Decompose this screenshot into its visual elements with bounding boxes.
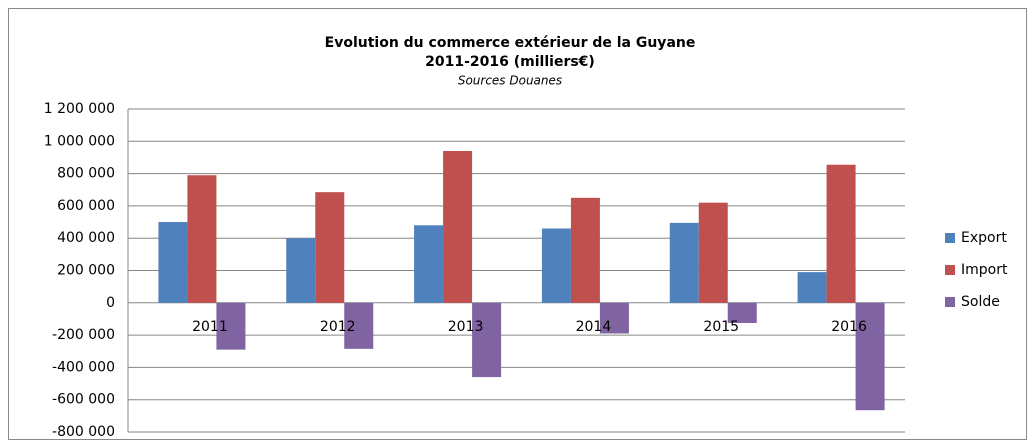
bar xyxy=(472,302,502,378)
y-tick-label: 1 200 000 xyxy=(44,101,115,117)
chart-title-line2: 2011-2016 (milliers€) xyxy=(425,54,595,70)
bar xyxy=(315,192,345,303)
bar xyxy=(286,238,316,303)
bar xyxy=(727,302,757,323)
bar xyxy=(855,302,885,411)
y-tick-label: -600 000 xyxy=(52,392,115,408)
bar xyxy=(216,302,246,350)
x-tick-label: 2016 xyxy=(831,319,867,335)
bar xyxy=(698,202,728,303)
y-tick-label: 0 xyxy=(106,295,115,311)
y-tick-label: -200 000 xyxy=(52,327,115,343)
bar xyxy=(414,225,444,303)
bar xyxy=(187,175,217,303)
y-tick-label: 600 000 xyxy=(57,198,115,214)
x-tick-label: 2014 xyxy=(576,319,612,335)
legend-label: Export xyxy=(961,230,1007,246)
bar xyxy=(541,228,571,303)
bar xyxy=(669,222,699,303)
x-tick-label: 2012 xyxy=(320,319,356,335)
chart-title: Evolution du commerce extérieur de la Gu… xyxy=(325,35,696,51)
bar xyxy=(797,272,827,303)
bar xyxy=(826,164,856,303)
y-tick-label: 800 000 xyxy=(57,166,115,182)
legend-label: Solde xyxy=(961,294,1000,310)
x-tick-label: 2011 xyxy=(192,319,228,335)
legend-label: Import xyxy=(961,262,1008,278)
y-tick-label: 1 000 000 xyxy=(44,133,115,149)
y-tick-label: 200 000 xyxy=(57,263,115,279)
bar xyxy=(443,150,473,303)
chart-subtitle: Sources Douanes xyxy=(458,74,562,88)
bar xyxy=(158,222,188,303)
bar xyxy=(344,302,374,349)
y-tick-label: 400 000 xyxy=(57,230,115,246)
x-tick-label: 2013 xyxy=(448,319,484,335)
x-tick-label: 2015 xyxy=(703,319,739,335)
legend-swatch xyxy=(945,265,955,275)
legend-swatch xyxy=(945,297,955,307)
y-tick-label: -400 000 xyxy=(52,359,115,375)
bar xyxy=(570,197,600,303)
bar xyxy=(599,302,629,334)
y-tick-label: -800 000 xyxy=(52,424,115,440)
legend-swatch xyxy=(945,233,955,243)
